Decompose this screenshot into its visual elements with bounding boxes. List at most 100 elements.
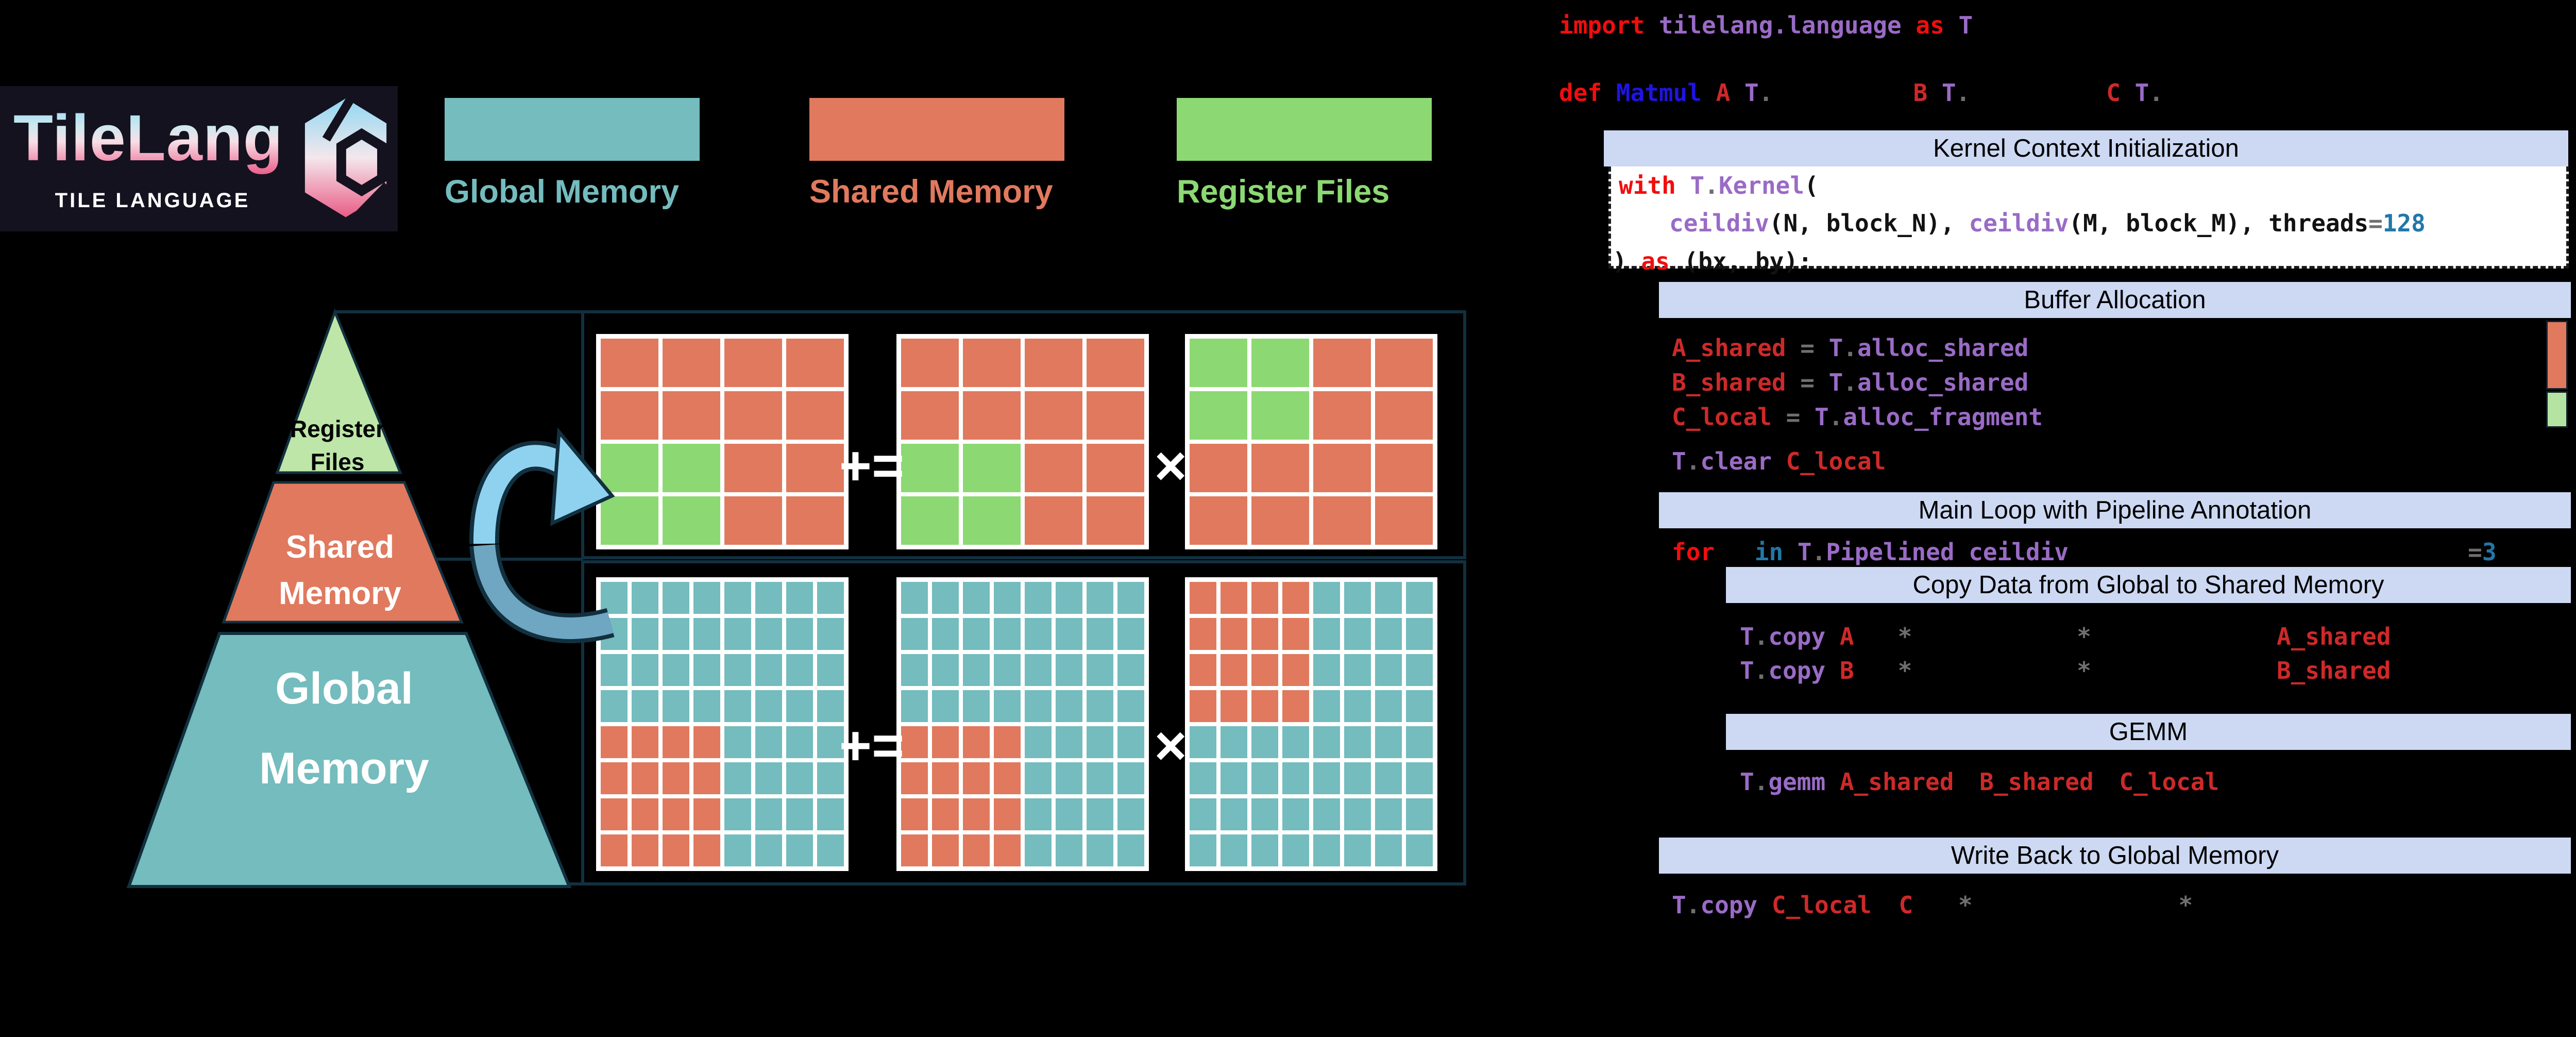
- pyramid-global-tier: [126, 632, 572, 888]
- matrix-cell: [963, 339, 1021, 387]
- matrix-cell: [1025, 798, 1052, 830]
- matrix-cell: [601, 339, 658, 387]
- matrix-cell: [1190, 582, 1216, 614]
- code-token: ceildiv: [1969, 209, 2069, 237]
- matrix-cell: [601, 391, 658, 440]
- matrix-cell: [1313, 834, 1340, 866]
- matrix-cell: [1087, 690, 1113, 722]
- code-token: def: [1559, 79, 1616, 107]
- matrix-cell: [1190, 654, 1216, 686]
- matrix-cell: [1313, 496, 1371, 545]
- matrix-cell: [932, 690, 959, 722]
- matrix-cell: [1313, 339, 1371, 387]
- code-token: .: [1956, 79, 1971, 107]
- code-token: T: [1828, 334, 1843, 362]
- matrix-cell: [1117, 726, 1144, 758]
- code-token: T: [1941, 79, 1956, 107]
- matrix-cell: [932, 582, 959, 614]
- pyramid-register-label-1: Register: [290, 415, 385, 442]
- matrix-cell: [817, 618, 844, 650]
- code-token: copy: [1768, 623, 1840, 650]
- matrix-cell: [755, 726, 782, 758]
- matrix-cell: [817, 582, 844, 614]
- matrix-cell: [1056, 762, 1082, 794]
- promotion-arrow: [469, 427, 615, 643]
- matrix-cell: [1251, 444, 1309, 492]
- code-token: =: [1800, 369, 1829, 396]
- matrix-cell: [1406, 582, 1433, 614]
- matrix-cell: [1375, 339, 1433, 387]
- matrix-cell: [1190, 391, 1247, 440]
- matrix-cell: [1087, 726, 1113, 758]
- code-token: T: [1828, 369, 1843, 396]
- header-gemm: GEMM: [1726, 714, 2571, 750]
- matrix-cell: [693, 834, 720, 866]
- matrix-cell: [1313, 690, 1340, 722]
- matrix-cell: [994, 762, 1021, 794]
- matrix-cell: [1025, 690, 1052, 722]
- matrix-cell: [601, 834, 628, 866]
- matrix-cell: [1025, 496, 1082, 545]
- matrix-cell: [1282, 654, 1309, 686]
- matrix-cell: [632, 654, 658, 686]
- code-token: T: [1797, 538, 1812, 566]
- matrix-cell: [1313, 618, 1340, 650]
- matrix-cell: [663, 654, 689, 686]
- matrix-cell: [1282, 726, 1309, 758]
- matrix-cell: [724, 726, 751, 758]
- code-token: as: [1641, 247, 1684, 275]
- matrix-cell: [1221, 690, 1247, 722]
- legend-label-2: Register Files: [1177, 174, 1390, 210]
- matrix-cell: [994, 690, 1021, 722]
- matrix-cell: [1313, 444, 1371, 492]
- matrix-cell: [963, 798, 990, 830]
- matrix-cell: [1313, 762, 1340, 794]
- matrix-cell: [1251, 834, 1278, 866]
- import-line: import tilelang.language as T: [1559, 12, 1973, 38]
- code-token: Kernel: [1718, 172, 1805, 199]
- matrix-cell: [1117, 798, 1144, 830]
- register-buffer-bar: [2546, 391, 2568, 428]
- matrix-cell: [693, 726, 720, 758]
- matrix-cell: [663, 496, 720, 545]
- code-token: B: [1913, 79, 1942, 107]
- matrix-cell: [663, 444, 720, 492]
- clear-line: T.clear C_local: [1672, 448, 1886, 474]
- matrix-cell: [1056, 834, 1082, 866]
- code-token: *: [2178, 891, 2193, 919]
- header-copy-global-shared: Copy Data from Global to Shared Memory: [1726, 567, 2571, 603]
- matrix-cell: [1025, 444, 1082, 492]
- code-token: (M, block_M),: [2069, 209, 2269, 237]
- matrix-cell: [994, 654, 1021, 686]
- matrix-cell: [693, 798, 720, 830]
- matrix-cell: [1087, 444, 1144, 492]
- code-token: .: [1686, 447, 1701, 475]
- matrix-cell: [663, 690, 689, 722]
- matrix-cell: [1190, 496, 1247, 545]
- matrix-cell: [786, 762, 813, 794]
- matrix-cell: [786, 726, 813, 758]
- alloc-b-line: B_shared = T.alloc_shared: [1672, 370, 2028, 395]
- matrix-cell: [1375, 690, 1402, 722]
- matrix-cell: [932, 834, 959, 866]
- matrix-cell: [755, 618, 782, 650]
- tilelang-cube-icon: [304, 95, 390, 222]
- matrix-cell: [632, 726, 658, 758]
- code-token: T: [1672, 891, 1686, 919]
- code-token: T: [1740, 623, 1754, 650]
- matrix-cell: [1056, 726, 1082, 758]
- code-token: import: [1559, 11, 1659, 39]
- register-tile-equation-matrix-0: [596, 334, 849, 549]
- matrix-cell: [786, 654, 813, 686]
- matrix-cell: [786, 798, 813, 830]
- matrix-cell: [601, 726, 628, 758]
- matrix-cell: [601, 690, 628, 722]
- matrix-cell: [724, 690, 751, 722]
- matrix-cell: [1087, 496, 1144, 545]
- logo-title: TileLang: [13, 102, 283, 174]
- matrix-cell: [1375, 496, 1433, 545]
- gemm-line: T.gemm A_shared B_shared C_local: [1740, 769, 2219, 795]
- shared-tile-equation-matrix-1: [896, 577, 1149, 871]
- copy-a-line: T.copy A * * A_shared: [1740, 624, 2391, 649]
- code-token: T: [1744, 79, 1759, 107]
